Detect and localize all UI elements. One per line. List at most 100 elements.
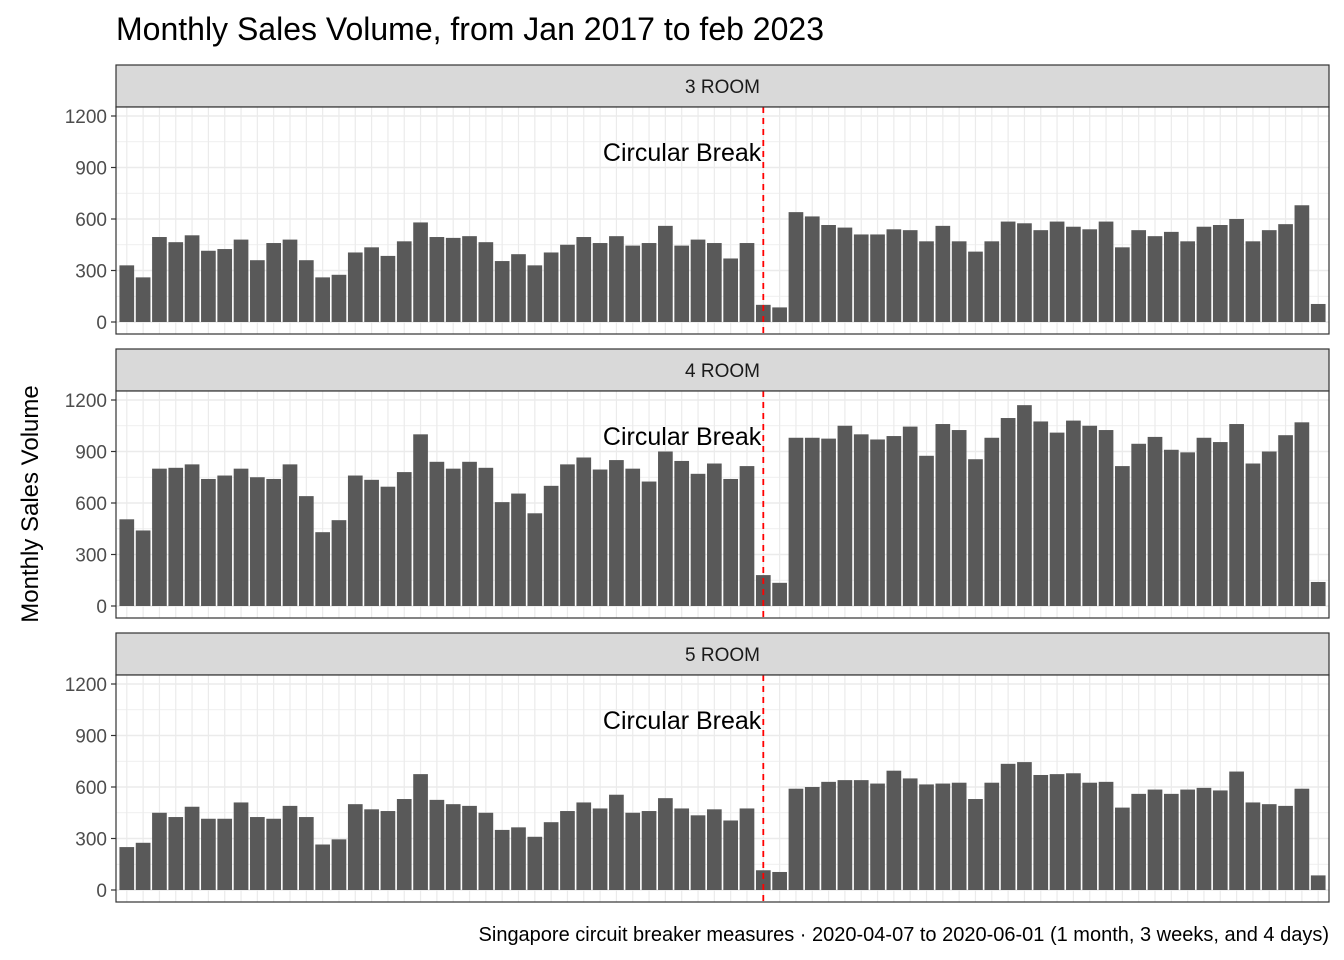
bar [396, 472, 412, 606]
bar [266, 478, 282, 606]
bar [1229, 219, 1244, 322]
bar [250, 817, 265, 890]
bar [739, 808, 755, 890]
bar [511, 254, 526, 322]
bar [135, 530, 151, 606]
bar [641, 243, 657, 322]
y-tick-label: 1200 [65, 675, 107, 696]
bar [788, 212, 804, 322]
bar [625, 468, 641, 606]
bar [331, 520, 347, 606]
bar [298, 260, 314, 322]
bar [1310, 875, 1326, 890]
bar [250, 477, 265, 606]
bar [1310, 581, 1326, 606]
bar [152, 237, 167, 322]
bar [1131, 230, 1147, 322]
bar [413, 774, 428, 890]
bar [592, 243, 608, 322]
facet-strip [115, 64, 1330, 108]
bar [641, 811, 657, 890]
y-tick-label: 0 [96, 597, 107, 618]
bar [1066, 226, 1081, 322]
bar [837, 227, 853, 322]
bar [690, 473, 706, 606]
bar [298, 817, 314, 890]
bar [282, 239, 298, 322]
bar [1115, 466, 1130, 606]
facet-strip [115, 632, 1330, 676]
bar [1017, 223, 1032, 322]
bar [886, 770, 902, 890]
bar [527, 265, 543, 322]
bar [902, 778, 918, 890]
bar [1049, 432, 1065, 606]
bar [1196, 437, 1212, 606]
bar [935, 424, 951, 606]
bar [1131, 443, 1147, 606]
bar [609, 460, 624, 606]
bar [1261, 230, 1277, 322]
bar [478, 242, 494, 322]
bar [282, 464, 298, 606]
y-tick-label: 1200 [65, 391, 107, 412]
bar [445, 237, 461, 322]
bar [119, 265, 135, 322]
bar [935, 225, 951, 322]
facet-3-room: 3 ROOM Circular Break 0 300 600 900 1200 [65, 64, 1330, 335]
bar [886, 436, 902, 606]
bar [266, 243, 282, 322]
bar [919, 455, 934, 606]
reference-annotation: Circular Break [603, 707, 762, 735]
bar [282, 805, 298, 890]
bar [1163, 231, 1179, 322]
bar [1082, 229, 1098, 322]
bar [184, 464, 200, 606]
bar [1294, 788, 1310, 890]
bar [968, 459, 983, 606]
chart-title: Monthly Sales Volume, from Jan 2017 to f… [116, 11, 824, 47]
bar [201, 818, 216, 890]
bar [1294, 205, 1310, 322]
bar [396, 799, 412, 890]
bar [429, 799, 445, 890]
bar [609, 794, 624, 890]
bar [984, 241, 1000, 322]
bar [413, 222, 428, 322]
bar [658, 225, 673, 322]
bar [478, 467, 494, 606]
bar [250, 260, 265, 322]
bar [1082, 782, 1098, 890]
bar [984, 437, 1000, 606]
bar [592, 469, 608, 606]
bar [1098, 221, 1114, 322]
bar [1017, 405, 1032, 606]
bar [1278, 224, 1293, 322]
bar [984, 782, 1000, 890]
bar [1278, 435, 1293, 606]
y-tick-label: 900 [75, 443, 107, 464]
bar [233, 468, 249, 606]
bar [135, 842, 151, 890]
bar [266, 818, 282, 890]
bar [217, 475, 233, 606]
bar [1229, 771, 1244, 890]
bar [1033, 230, 1049, 322]
bar [853, 234, 869, 322]
bar [511, 827, 526, 890]
bar [870, 439, 885, 606]
bar [1000, 221, 1016, 322]
facet-strip-label: 4 ROOM [685, 361, 760, 382]
bar [347, 252, 363, 322]
bar [429, 237, 445, 322]
bar [396, 241, 412, 322]
panel-border [115, 390, 1330, 619]
bar [1147, 789, 1163, 890]
y-tick-label: 900 [75, 159, 107, 180]
bar [494, 829, 510, 890]
bar [690, 239, 706, 322]
bar [1163, 793, 1179, 890]
bar [804, 216, 820, 322]
bar [739, 243, 755, 322]
